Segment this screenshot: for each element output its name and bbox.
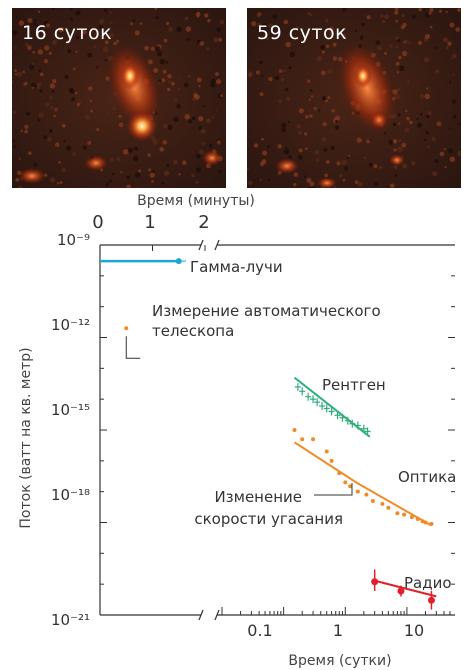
galaxy-image-59 — [247, 8, 461, 188]
telescope-leader — [125, 336, 141, 359]
top-tick-label: 2 — [198, 212, 209, 233]
series-Гамма-лучи — [100, 258, 182, 265]
data-point — [343, 480, 348, 485]
trend-line — [293, 441, 432, 527]
image-panel-day-59: 59 суток — [247, 8, 461, 188]
series-label-telescope-line1: Измерение автоматического — [152, 302, 381, 320]
series-label-telescope-line2: телескопа — [152, 322, 234, 340]
x-tick-label: 10 — [404, 621, 424, 640]
data-point — [292, 428, 297, 432]
data-point — [364, 492, 369, 497]
annotation-line1: Изменение — [214, 488, 302, 506]
y-tick-label: 10⁻²¹ — [51, 611, 90, 629]
data-point — [427, 596, 435, 604]
series-label-optical: Оптика — [398, 468, 456, 486]
data-point — [395, 511, 400, 516]
rate-change-leader — [314, 483, 353, 496]
top-axis-title: Время (минуты) — [137, 193, 255, 209]
panel-label: 16 суток — [22, 22, 113, 44]
axis-break-mark — [214, 609, 220, 621]
data-point — [329, 458, 334, 463]
data-point — [402, 512, 407, 517]
axis-break-mark — [198, 609, 204, 621]
data-point — [423, 520, 428, 525]
data-point — [397, 587, 405, 595]
data-point — [300, 437, 305, 442]
data-point — [348, 484, 353, 489]
data-point — [371, 578, 379, 586]
data-point — [380, 501, 385, 506]
y-tick-label: 10⁻⁹ — [57, 231, 90, 249]
series-label-gamma: Гамма-лучи — [190, 258, 283, 276]
axis-break-mark — [214, 239, 220, 251]
galaxy-image-16 — [12, 8, 226, 188]
series-Радио — [371, 569, 437, 610]
data-point — [409, 515, 414, 520]
data-point — [311, 437, 316, 442]
light-curve-chart: Время (минуты) Время (сутки) Поток (ватт… — [18, 193, 456, 669]
annotation-leaders — [125, 260, 353, 496]
y-tick-label: 10⁻¹⁵ — [51, 401, 90, 419]
data-point — [386, 505, 391, 510]
image-panel-day-16: 16 суток — [12, 8, 226, 188]
gamma-ray-point — [175, 258, 182, 265]
trend-line — [374, 579, 437, 598]
y-axis-title: Поток (ватт на кв. метр) — [18, 347, 34, 528]
series-Измерение автоматического телескопа — [124, 326, 129, 331]
y-tick-label: 10⁻¹² — [51, 316, 90, 334]
series-label-radio: Радио — [404, 574, 452, 592]
top-tick-label: 1 — [144, 212, 155, 233]
x-axis-title: Время (сутки) — [288, 653, 391, 669]
trend-line — [293, 376, 371, 438]
data-point — [415, 516, 420, 521]
data-point — [429, 521, 434, 526]
annotation-line2: скорости угасания — [194, 510, 343, 528]
axis-break-mark — [198, 239, 204, 251]
series-label-xray: Рентген — [322, 376, 386, 394]
data-point — [370, 498, 375, 503]
series-Рентген — [293, 376, 371, 438]
x-tick-label: 1 — [333, 621, 343, 640]
data-point — [124, 326, 129, 331]
series-label-telescope: Измерение автоматического телескопа — [152, 302, 381, 340]
data-point — [337, 471, 342, 476]
data-point — [324, 449, 329, 454]
series-Оптика — [292, 428, 434, 527]
x-tick-label: 0.1 — [247, 621, 272, 640]
top-tick-label: 0 — [92, 212, 103, 233]
data-point — [355, 489, 360, 494]
panel-label: 59 суток — [257, 22, 348, 44]
y-tick-label: 10⁻¹⁸ — [51, 486, 90, 504]
